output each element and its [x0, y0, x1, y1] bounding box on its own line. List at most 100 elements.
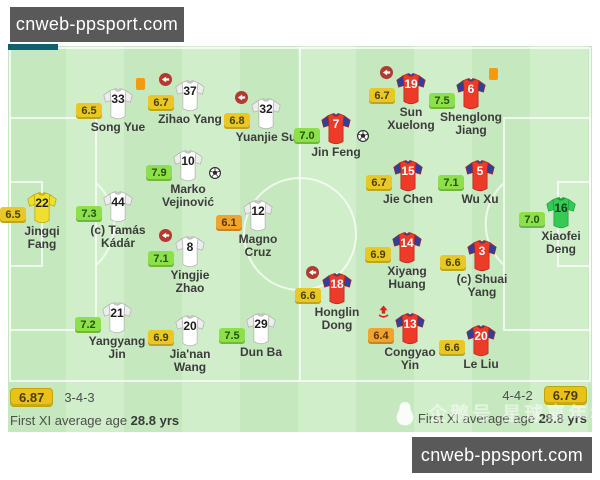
rating-badge: 7.1	[438, 175, 464, 191]
player-yangyang-jin[interactable]: 21 7.2 Yangyang Jin	[75, 302, 145, 361]
rating-badge: 6.8	[224, 113, 250, 129]
shirt-number: 37	[183, 84, 197, 98]
shirt-number: 8	[186, 240, 194, 254]
player-name: (c) Shuai Yang	[456, 272, 508, 300]
player-jingqi-fang[interactable]: 22 6.5 Jingqi Fang	[0, 192, 60, 251]
shirt-number: 20	[183, 319, 197, 333]
player-name: Congyao Yin	[384, 345, 436, 373]
player-c-tam-s-k-d-r[interactable]: 44 7.3 (c) Tamás Kádár	[76, 191, 146, 250]
rating-badge: 7.0	[294, 128, 320, 144]
substituted-off-icon	[235, 91, 248, 104]
player-dun-ba[interactable]: 29 7.5 Dun Ba	[219, 313, 282, 359]
yellow-card-icon	[136, 78, 145, 90]
shirt-number: 33	[111, 92, 125, 106]
player-sun-xuelong[interactable]: 19 6.7 Sun Xuelong	[369, 66, 435, 132]
rating-badge: 6.5	[0, 207, 26, 223]
player-jie-chen[interactable]: 15 6.7 Jie Chen	[366, 160, 433, 206]
jersey-icon	[395, 313, 425, 345]
rating-badge: 6.7	[148, 95, 174, 111]
jersey-icon	[102, 302, 132, 334]
home-formation: 3-4-3	[64, 390, 95, 405]
substituted-off-icon	[306, 266, 319, 279]
substituted-off-icon	[159, 229, 172, 242]
jersey-icon	[466, 325, 496, 357]
shirt-number: 19	[404, 77, 418, 91]
rating-badge: 7.2	[75, 317, 101, 333]
away-age-label: First XI average age	[417, 411, 539, 426]
jersey-icon	[396, 73, 426, 105]
player-yuanjie-su[interactable]: 32 6.8 Yuanjie Su	[224, 91, 296, 144]
player-le-liu[interactable]: 20 6.6 Le Liu	[439, 325, 499, 371]
watermark-banner-bottom: cnweb-ppsport.com	[412, 437, 592, 473]
player-wu-xu[interactable]: 5 7.1 Wu Xu	[438, 160, 499, 206]
rating-badge: 7.9	[146, 165, 172, 181]
player-yingjie-zhao[interactable]: 8 7.1 Yingjie Zhao	[148, 229, 209, 295]
player-name: Magno Cruz	[238, 232, 278, 260]
jersey-icon	[251, 98, 281, 130]
home-team-rating-badge: 6.87	[10, 388, 54, 407]
shirt-number: 20	[474, 329, 488, 343]
player-marko-vejinovi[interactable]: 10 7.9 Marko Vejinović	[146, 150, 221, 209]
home-footer: 6.87 3-4-3 First XI average age 28.8 yrs	[10, 388, 179, 428]
player-name: Song Yue	[90, 120, 146, 134]
player-xiyang-huang[interactable]: 14 6.9 Xiyang Huang	[365, 232, 427, 291]
player-congyao-yin[interactable]: 13 6.4 Congyao Yin	[368, 305, 436, 372]
goal-icon	[209, 166, 221, 179]
player-name: Yuanjie Su	[235, 130, 297, 144]
player-jin-feng[interactable]: 7 7.0 Jin Feng	[294, 113, 369, 159]
away-footer: 4-4-2 6.79 First XI average age 28.8 yrs	[418, 386, 587, 426]
injury-sub-icon	[377, 305, 390, 318]
player-honglin-dong[interactable]: 18 6.6 Honglin Dong	[295, 266, 359, 332]
shirt-number: 15	[401, 164, 415, 178]
shirt-number: 29	[254, 317, 268, 331]
left-six-yard-box	[9, 181, 43, 267]
rating-badge: 6.6	[440, 255, 466, 271]
shirt-number: 3	[478, 244, 486, 258]
player-name: Le Liu	[463, 357, 499, 371]
rating-badge: 6.7	[369, 88, 395, 104]
player-name: Yingjie Zhao	[170, 268, 210, 296]
yellow-card-icon	[489, 68, 498, 80]
rating-badge: 7.5	[429, 93, 455, 109]
jersey-icon	[393, 160, 423, 192]
player-zihao-yang[interactable]: 37 6.7 Zihao Yang	[148, 73, 222, 126]
player-xiaofei-deng[interactable]: 16 7.0 Xiaofei Deng	[519, 197, 581, 256]
player-shenglong-jiang[interactable]: 6 7.5 Shenglong Jiang	[429, 68, 502, 137]
rating-badge: 7.5	[219, 328, 245, 344]
player-name: Sun Xuelong	[387, 105, 435, 133]
home-age-value: 28.8 yrs	[130, 413, 180, 428]
player-song-yue[interactable]: 33 6.5 Song Yue	[76, 78, 145, 134]
rating-badge: 6.9	[148, 330, 174, 346]
shirt-number: 14	[400, 236, 414, 250]
player-name: Xiyang Huang	[387, 264, 427, 292]
rating-badge: 6.6	[295, 288, 321, 304]
home-age-label: First XI average age	[10, 413, 131, 428]
player-magno-cruz[interactable]: 12 6.1 Magno Cruz	[216, 200, 277, 259]
substituted-off-icon	[380, 66, 393, 79]
penguin-watermark-icon	[394, 402, 416, 431]
player-c-shuai-yang[interactable]: 3 6.6 (c) Shuai Yang	[440, 240, 507, 299]
pitch: 6.87 3-4-3 First XI average age 28.8 yrs…	[0, 46, 600, 432]
jersey-icon	[175, 315, 205, 347]
jersey-icon	[392, 232, 422, 264]
jersey-icon	[103, 88, 133, 120]
shirt-number: 21	[110, 306, 124, 320]
player-name: Zihao Yang	[158, 112, 222, 126]
player-name: Jin Feng	[311, 145, 361, 159]
player-name: Shenglong Jiang	[440, 110, 502, 138]
pitch-markings	[9, 47, 591, 382]
right-penalty-arc	[484, 182, 505, 266]
rating-badge: 7.3	[76, 206, 102, 222]
player-name: Jie Chen	[382, 192, 433, 206]
goal-icon	[357, 129, 369, 142]
shirt-number: 5	[476, 164, 484, 178]
jersey-icon	[173, 150, 203, 182]
jersey-icon	[246, 313, 276, 345]
rating-badge: 6.5	[76, 103, 102, 119]
player-name: Xiaofei Deng	[541, 229, 581, 257]
left-penalty-arc	[95, 182, 116, 266]
player-name: Marko Vejinović	[161, 182, 215, 210]
player-jia-nan-wang[interactable]: 20 6.9 Jia'nan Wang	[148, 315, 210, 374]
rating-badge: 6.9	[365, 247, 391, 263]
away-average-age: First XI average age 28.8 yrs	[418, 411, 587, 426]
